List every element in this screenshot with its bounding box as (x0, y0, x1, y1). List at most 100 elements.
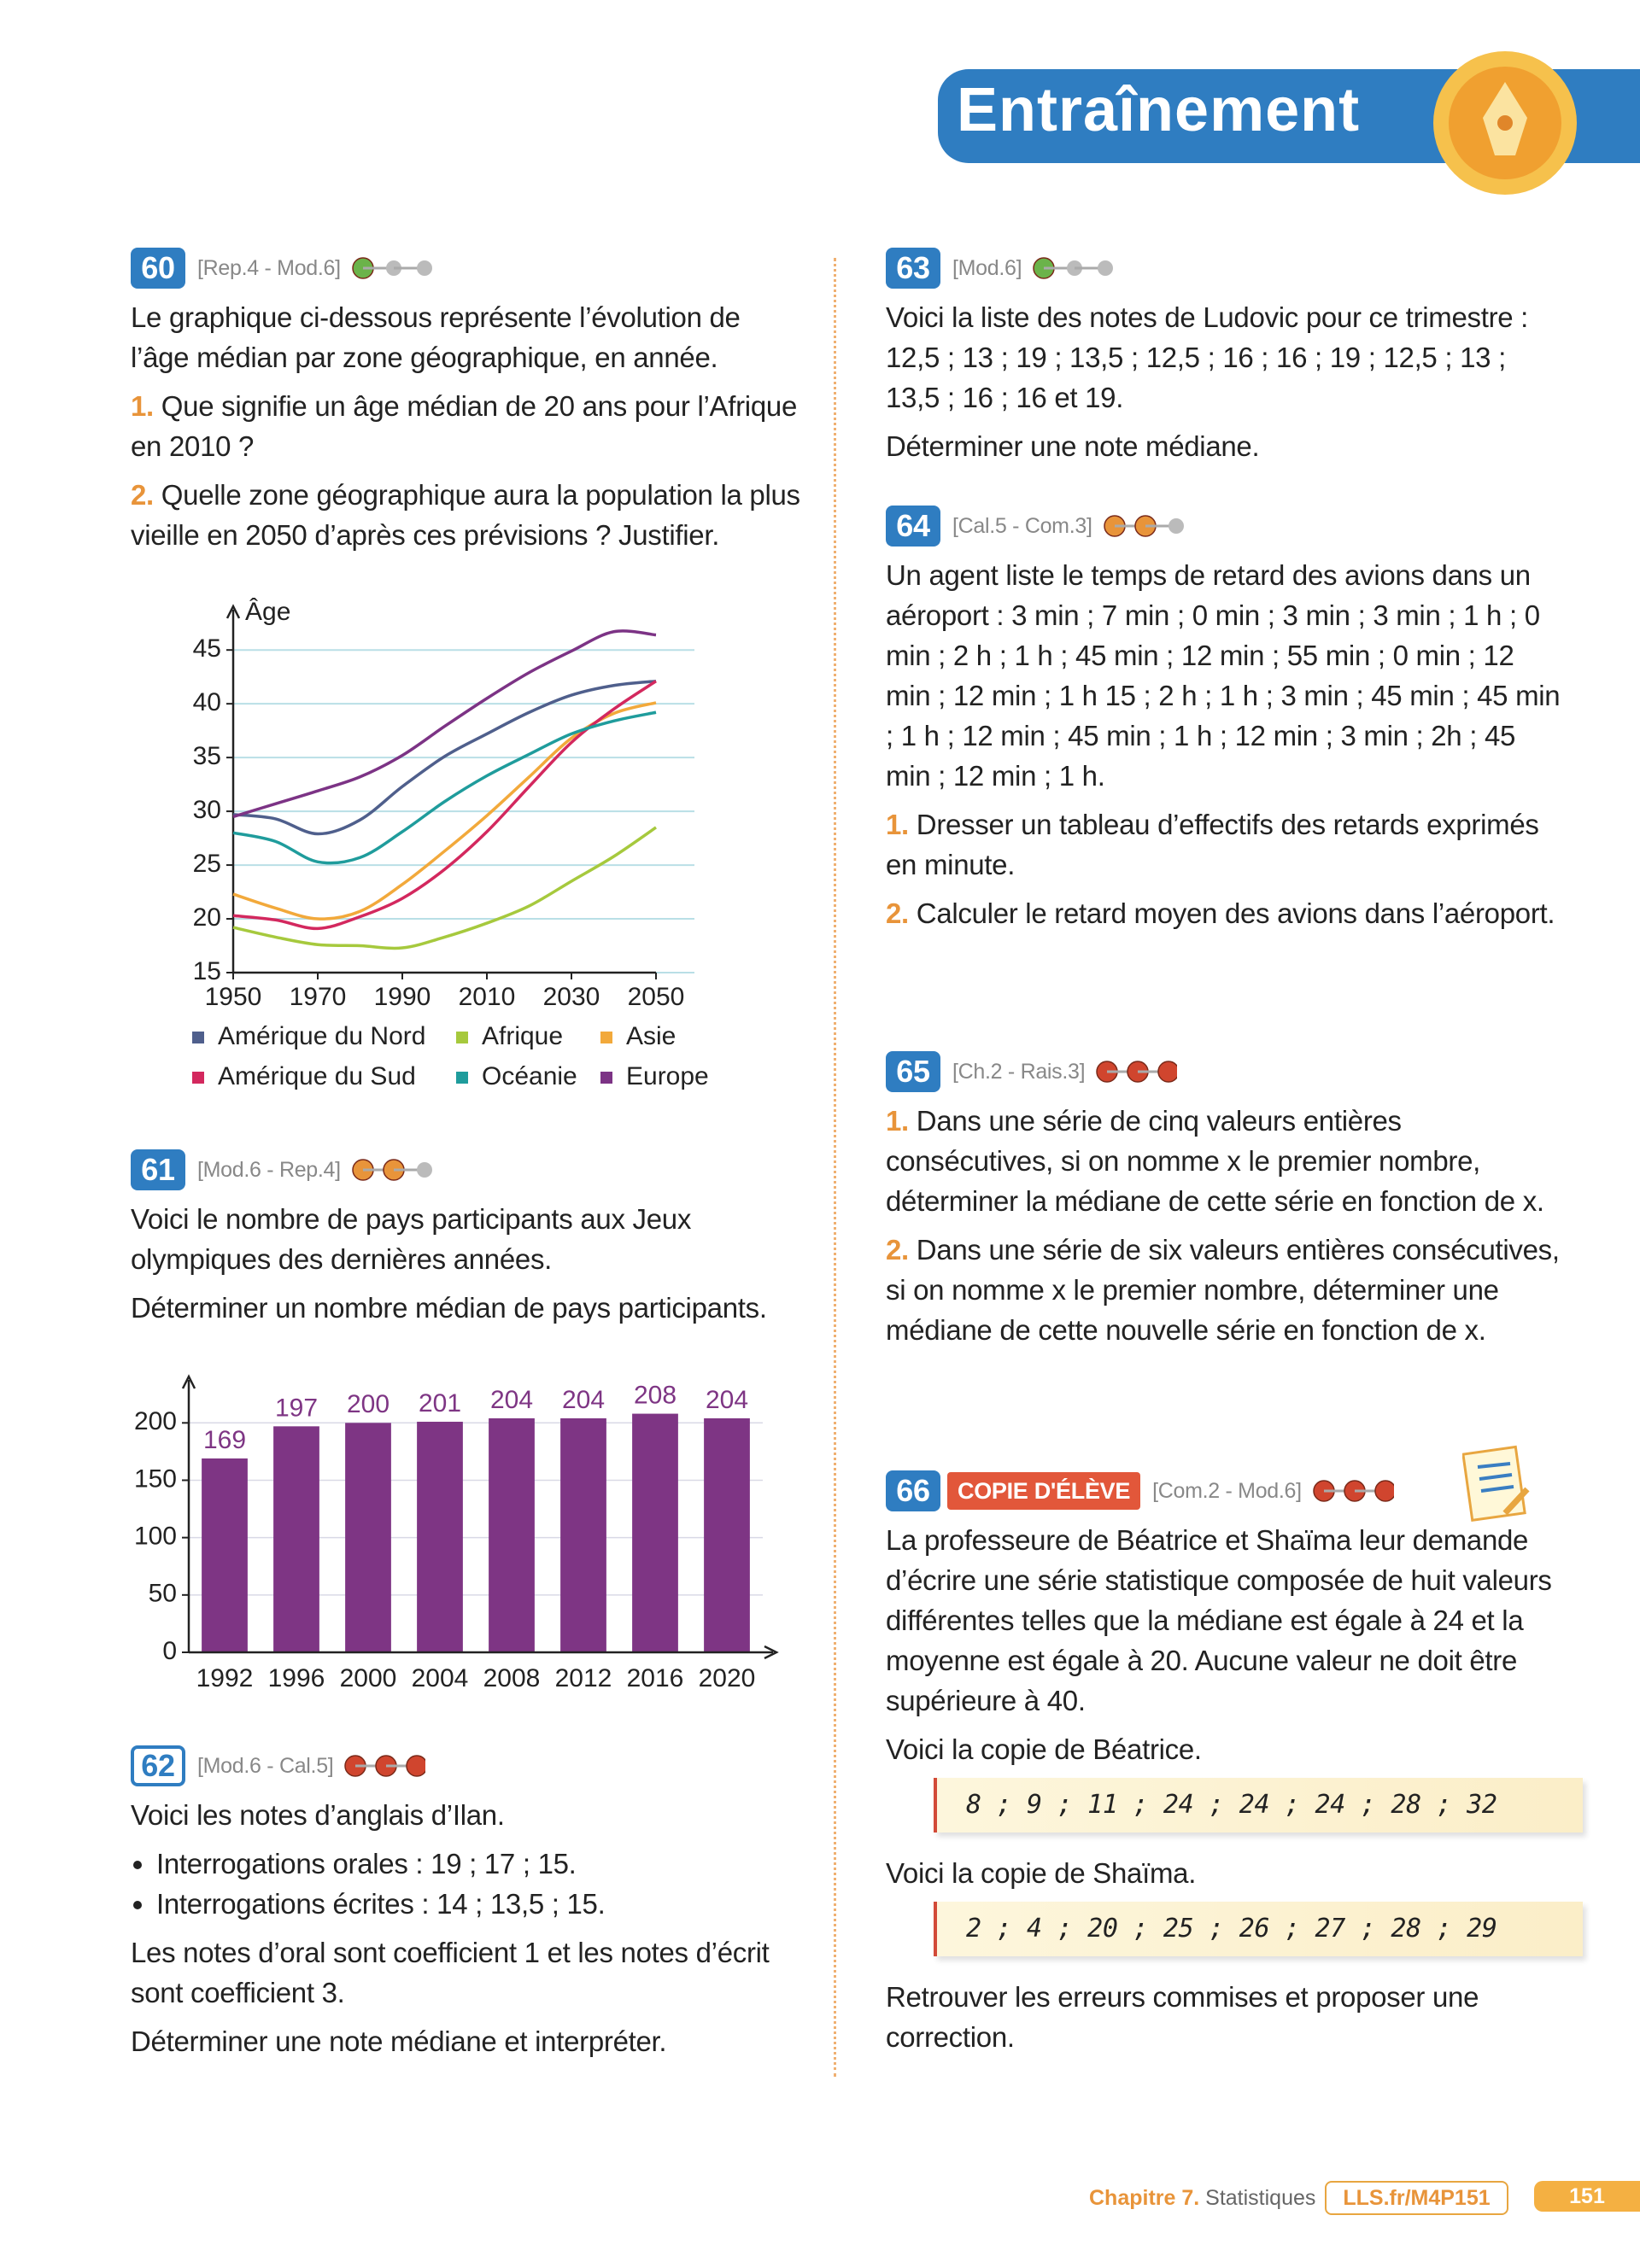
exercise-header: 60 [Rep.4 - Mod.6] (131, 246, 805, 290)
paragraph-text: Voici la copie de Béatrice. (886, 1733, 1202, 1765)
question-number: 1. (886, 1105, 909, 1137)
bar (704, 1418, 750, 1652)
paragraph-text: La professeure de Béatrice et Shaïma leu… (886, 1524, 1552, 1716)
exercise: 65 [Ch.2 - Rais.3] 1. Dans une série de ci… (886, 1049, 1561, 1359)
paragraph: 1. Dans une série de cinq valeurs entièr… (886, 1101, 1561, 1221)
exercise-ref: [Mod.6] (952, 255, 1022, 280)
y-tick-label: 150 (134, 1464, 177, 1493)
y-axis-arrow (226, 604, 241, 619)
footer-text: Chapitre 7. Statistiques (1089, 2181, 1315, 2215)
exercise-label: COPIE D'ÉLÈVE (947, 1472, 1141, 1510)
footer-chapter: Chapitre 7. (1089, 2186, 1200, 2210)
exercise-number: 61 (131, 1149, 185, 1190)
difficulty-dot (406, 1755, 426, 1777)
paragraph-text: Le graphique ci-dessous représente l’évo… (131, 301, 741, 373)
exercise-number: 60 (131, 248, 185, 289)
difficulty (352, 257, 432, 279)
x-tick-label: 1996 (268, 1664, 325, 1692)
paragraph-text: Les notes d’oral sont coefficient 1 et l… (131, 1937, 770, 2008)
paragraph: La professeure de Béatrice et Shaïma leu… (886, 1520, 1561, 1721)
question-number: 1. (131, 390, 154, 422)
paragraph: 2. Quelle zone géographique aura la popu… (131, 475, 805, 555)
page-number: 151 (1534, 2181, 1640, 2212)
paragraph: Déterminer une note médiane. (886, 426, 1561, 466)
difficulty (1313, 1480, 1394, 1502)
exercise-ref: [Rep.4 - Mod.6] (197, 255, 341, 280)
bar (273, 1426, 319, 1652)
x-tick-label: 2000 (340, 1664, 397, 1692)
paragraph: Voici le nombre de pays participants aux… (131, 1199, 805, 1279)
difficulty-dot (1098, 260, 1114, 276)
y-tick-label: 40 (193, 688, 221, 716)
legend-swatch (600, 1072, 612, 1084)
paragraph: 2. Calculer le retard moyen des avions d… (886, 893, 1561, 933)
exercise-ref: [Cal.5 - Com.3] (952, 513, 1092, 538)
x-tick-label: 1992 (196, 1664, 254, 1692)
exercise-header: 66 COPIE D'ÉLÈVE [Com.2 - Mod.6] (886, 1469, 1561, 1513)
y-tick-label: 50 (149, 1580, 177, 1608)
bullet-item: Interrogations orales : 19 ; 17 ; 15. (156, 1844, 805, 1884)
x-tick-label: 1990 (374, 983, 431, 1011)
exercise-header: 63 [Mod.6] (886, 246, 1561, 290)
exercise-header: 65 [Ch.2 - Rais.3] (886, 1049, 1561, 1094)
exercise-ref: [Mod.6 - Rep.4] (197, 1157, 341, 1182)
bar (560, 1418, 606, 1652)
question-number: 2. (886, 1234, 909, 1266)
x-tick-label: 2004 (412, 1664, 469, 1692)
line-series (232, 710, 657, 865)
bar-value-label: 169 (203, 1426, 246, 1454)
exercise: 66 COPIE D'ÉLÈVE [Com.2 - Mod.6] La profess… (886, 1469, 1583, 2066)
bar-value-label: 208 (634, 1381, 676, 1409)
y-tick-label: 25 (193, 850, 221, 878)
legend-label: Amérique du Sud (218, 1062, 416, 1090)
paragraph: Un agent liste le temps de retard des av… (886, 555, 1561, 796)
paragraph-text: Un agent liste le temps de retard des av… (886, 559, 1561, 792)
paragraph: Déterminer une note médiane et interprét… (131, 2021, 805, 2061)
paragraph-text: Dans une série de cinq valeurs entières … (886, 1105, 1544, 1217)
paragraph: Le graphique ci-dessous représente l’évo… (131, 297, 805, 377)
paragraph: 1. Que signifie un âge médian de 20 ans … (131, 386, 805, 466)
legend-swatch (456, 1032, 468, 1043)
bar (202, 1458, 248, 1652)
exercise: 62 [Mod.6 - Cal.5] Voici les notes d’angla… (131, 1744, 805, 2070)
bar-value-label: 204 (562, 1386, 605, 1414)
copy-icon (1462, 1445, 1530, 1523)
legend-label: Asie (626, 1022, 676, 1050)
x-tick-label: 2050 (628, 983, 685, 1011)
line-series (232, 679, 657, 836)
exercise: 61 [Mod.6 - Rep.4] Voici le nombre de pays… (131, 1148, 805, 1336)
x-tick-label: 2016 (627, 1664, 684, 1692)
bar (489, 1418, 535, 1652)
difficulty (344, 1755, 426, 1777)
paragraph-text: Déterminer une note médiane. (886, 430, 1260, 462)
exercise-number: 65 (886, 1051, 940, 1092)
header-title: Entraînement (957, 76, 1361, 144)
legend-swatch (456, 1072, 468, 1084)
bar-value-label: 200 (347, 1390, 390, 1418)
difficulty (1033, 257, 1114, 279)
paragraph: Retrouver les erreurs commises et propos… (886, 1977, 1561, 2057)
paragraph-text: Déterminer une note médiane et interprét… (131, 2025, 667, 2057)
question-number: 1. (886, 809, 909, 840)
student-copy: 8 ; 9 ; 11 ; 24 ; 24 ; 24 ; 28 ; 32 (934, 1778, 1583, 1833)
paragraph-text: Dresser un tableau d’effectifs des retar… (886, 809, 1539, 880)
y-tick-label: 100 (134, 1523, 177, 1551)
footer-link[interactable]: LLS.fr/M4P151 (1325, 2181, 1508, 2215)
bar (345, 1423, 391, 1652)
legend-swatch (600, 1032, 612, 1043)
x-tick-label: 2010 (459, 983, 516, 1011)
exercise-number: 62 (131, 1745, 185, 1786)
header-icon (1433, 51, 1577, 195)
footer-section: Statistiques (1205, 2186, 1316, 2210)
legend-label: Afrique (482, 1022, 563, 1050)
exercise-ref: [Ch.2 - Rais.3] (952, 1059, 1086, 1084)
x-axis-arrow (764, 1645, 779, 1660)
legend-label: Amérique du Nord (218, 1022, 425, 1050)
question-number: 2. (886, 897, 909, 929)
legend-label: Océanie (482, 1062, 577, 1090)
x-tick-label: 1950 (205, 983, 262, 1011)
paragraph: Voici la liste des notes de Ludovic pour… (886, 297, 1561, 418)
x-tick-label: 2008 (483, 1664, 541, 1692)
